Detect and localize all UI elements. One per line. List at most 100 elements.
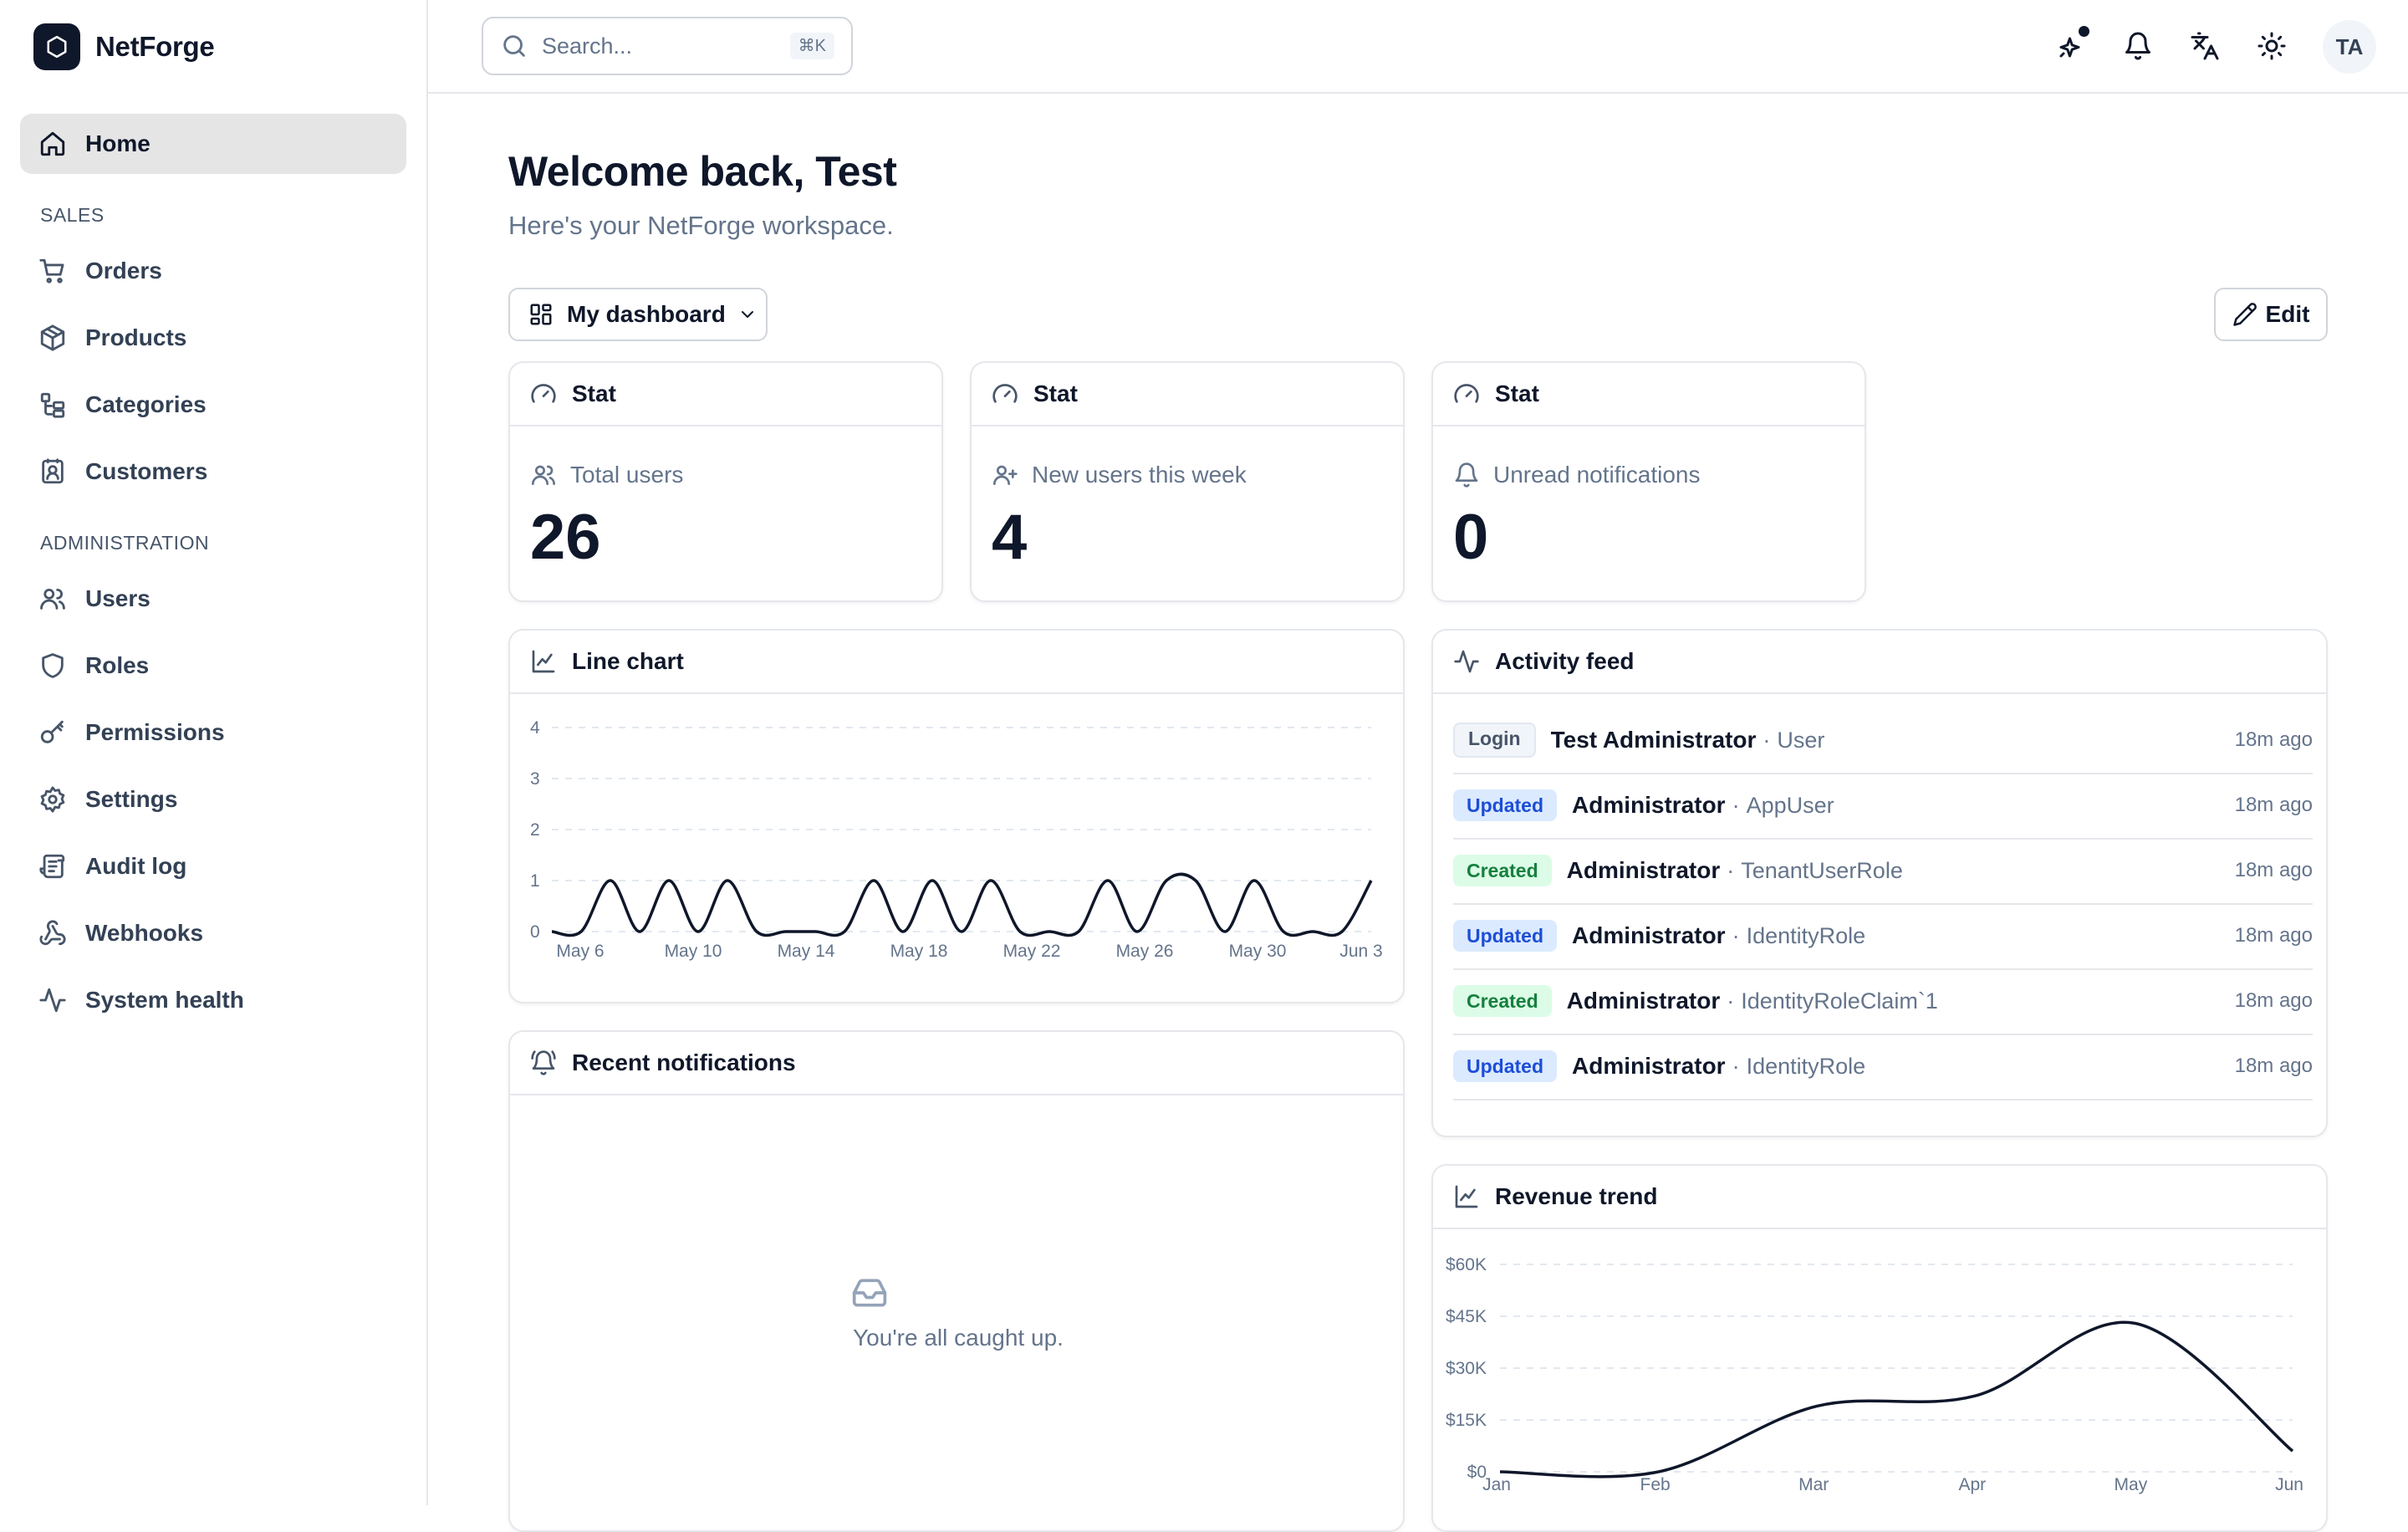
sidebar-section-title: SALES	[40, 204, 105, 226]
whats-new-button[interactable]	[2047, 22, 2095, 70]
sidebar-item-users[interactable]: Users	[20, 569, 406, 629]
y-tick-label: 2	[530, 820, 540, 840]
card-title: Revenue trend	[1495, 1183, 1658, 1209]
activity-icon	[38, 986, 67, 1014]
page-title: Welcome back, Test	[508, 148, 897, 195]
x-tick-label: Apr	[1958, 1475, 1986, 1494]
brand[interactable]: NetForge	[33, 23, 215, 70]
key-icon	[38, 718, 67, 747]
feed-actor: Administrator	[1566, 988, 1721, 1014]
gauge-icon	[530, 380, 557, 407]
y-tick-label: 0	[530, 922, 540, 942]
edit-button-label: Edit	[2265, 301, 2310, 327]
dashboard-select[interactable]: My dashboard	[508, 288, 768, 341]
x-tick-label: May 26	[1116, 942, 1174, 961]
stat-label: New users this week	[992, 462, 1247, 488]
y-tick-label: $15K	[1446, 1411, 1487, 1430]
card-header: Recent notifications	[510, 1032, 1403, 1095]
sidebar-item-roles[interactable]: Roles	[20, 636, 406, 696]
x-tick-label: May 22	[1003, 942, 1061, 961]
sidebar-item-label: Permissions	[85, 719, 225, 745]
feed-separator: ·	[1732, 1053, 1740, 1079]
search-shortcut: ⌘K	[789, 33, 834, 59]
gauge-icon	[992, 380, 1018, 407]
feed-timestamp: 18m ago	[2234, 1055, 2313, 1077]
sidebar-item-label: Customers	[85, 458, 208, 484]
sidebar-item-home[interactable]: Home	[20, 114, 406, 174]
users-icon	[38, 585, 67, 613]
feed-item[interactable]: Updated Administrator · IdentityRole 18m ago	[1453, 903, 2313, 970]
home-icon	[38, 130, 67, 158]
user-plus-icon	[992, 462, 1032, 488]
avatar[interactable]: TA	[2323, 20, 2376, 74]
feed-item[interactable]: Created Administrator · IdentityRoleClaim`1…	[1453, 968, 2313, 1035]
series-line	[551, 872, 1373, 937]
card-header: Activity feed	[1433, 631, 2326, 694]
sidebar: NetForge Home SALES Orders Products Cate…	[0, 0, 428, 1505]
feed-separator: ·	[1727, 988, 1735, 1014]
stat-value: 0	[1453, 502, 1489, 573]
sidebar-item-label: Webhooks	[85, 920, 204, 946]
y-tick-label: 1	[530, 871, 540, 891]
edit-button[interactable]: Edit	[2214, 288, 2328, 341]
action-badge: Updated	[1453, 920, 1557, 952]
y-tick-label: $30K	[1446, 1359, 1487, 1378]
feed-actor: Administrator	[1572, 792, 1726, 818]
sidebar-item-label: Audit log	[85, 853, 187, 879]
sidebar-item-products[interactable]: Products	[20, 308, 406, 368]
sidebar-item-categories[interactable]: Categories	[20, 375, 406, 435]
y-tick-label: $0	[1467, 1463, 1487, 1482]
notifications-card: Recent notifications You're all caught u…	[508, 1030, 1405, 1532]
feed-item[interactable]: Updated Administrator · IdentityRole 18m ago	[1453, 1034, 2313, 1100]
sidebar-item-label: Users	[85, 585, 150, 611]
feed-entity: User	[1777, 727, 1825, 753]
feed-item[interactable]: Login Test Administrator · User 18m ago	[1453, 707, 2313, 774]
language-button[interactable]	[2181, 22, 2229, 70]
stat-label-text: Total users	[570, 462, 684, 488]
sidebar-item-audit-log[interactable]: Audit log	[20, 836, 406, 896]
feed-actor: Test Administrator	[1550, 727, 1757, 753]
theme-toggle-button[interactable]	[2247, 22, 2296, 70]
line-chart-card: Line chart 0 1 2 3 4 May 6 May 10 May 14 May 18 M…	[508, 629, 1405, 1003]
action-badge: Login	[1453, 723, 1536, 758]
card-header: Stat	[510, 363, 941, 426]
y-tick-label: $60K	[1446, 1255, 1487, 1274]
card-title: Stat	[1033, 380, 1078, 406]
layout-grid-icon	[528, 302, 554, 327]
feed-actor: Administrator	[1572, 1053, 1726, 1079]
sidebar-item-system-health[interactable]: System health	[20, 970, 406, 1030]
y-tick-label: $45K	[1446, 1307, 1487, 1326]
x-tick-label: Jun 3	[1339, 942, 1382, 961]
sidebar-item-webhooks[interactable]: Webhooks	[20, 903, 406, 963]
stat-card-new-users: Stat New users this week 4	[970, 361, 1405, 602]
x-tick-label: Jan	[1482, 1475, 1511, 1494]
card-title: Stat	[572, 380, 616, 406]
sidebar-item-label: Categories	[85, 391, 207, 417]
bell-icon	[1453, 462, 1493, 488]
feed-timestamp: 18m ago	[2234, 794, 2313, 816]
webhook-icon	[38, 919, 67, 947]
feed-item[interactable]: Updated Administrator · AppUser 18m ago	[1453, 773, 2313, 840]
notifications-button[interactable]	[2114, 22, 2162, 70]
sidebar-item-settings[interactable]: Settings	[20, 769, 406, 830]
series-line	[1499, 1320, 2294, 1478]
sidebar-item-customers[interactable]: Customers	[20, 442, 406, 502]
feed-separator: ·	[1732, 792, 1740, 818]
feed-timestamp: 18m ago	[2234, 859, 2313, 881]
feed-timestamp: 18m ago	[2234, 728, 2313, 751]
feed-timestamp: 18m ago	[2234, 989, 2313, 1012]
gear-icon	[38, 785, 67, 814]
sidebar-item-label: System health	[85, 987, 244, 1013]
sidebar-item-permissions[interactable]: Permissions	[20, 702, 406, 763]
sidebar-item-label: Home	[85, 130, 150, 156]
feed-item[interactable]: Created Administrator · TenantUserRole 18m a…	[1453, 838, 2313, 905]
search-input[interactable]: Search... ⌘K	[482, 17, 853, 75]
x-tick-label: Jun	[2275, 1475, 2303, 1494]
feed-separator: ·	[1727, 857, 1735, 883]
sparkle-icon	[2056, 26, 2089, 61]
page-subtitle: Here's your NetForge workspace.	[508, 211, 894, 240]
line-chart: 0 1 2 3 4 May 6 May 10 May 14 May 18 May 22 May 26…	[530, 718, 1383, 961]
empty-state-text: You're all caught up.	[853, 1325, 1064, 1351]
sidebar-item-orders[interactable]: Orders	[20, 241, 406, 301]
shield-icon	[38, 651, 67, 680]
